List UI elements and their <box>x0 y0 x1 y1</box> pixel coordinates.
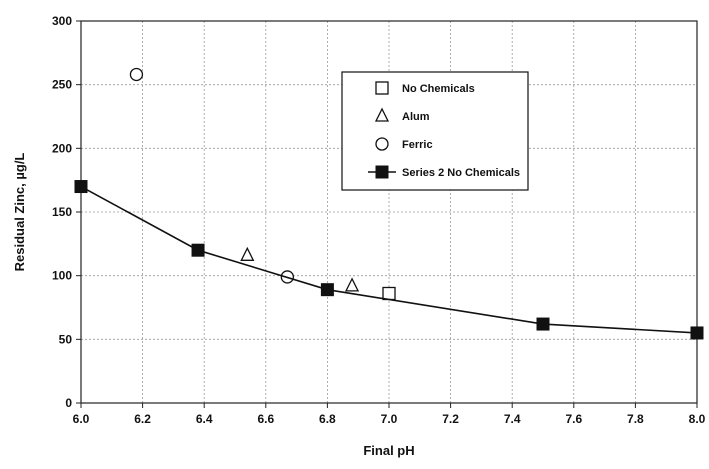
legend-marker <box>375 165 389 179</box>
legend-label: Ferric <box>402 139 433 151</box>
axes <box>76 20 698 408</box>
x-tick-label: 7.6 <box>565 412 582 426</box>
series-1 <box>240 246 360 292</box>
x-tick-label: 6.8 <box>319 412 336 426</box>
y-axis-title: Residual Zinc, µg/L <box>12 153 27 272</box>
data-point <box>344 277 360 292</box>
x-tick-label: 7.2 <box>442 412 459 426</box>
x-axis-title: Final pH <box>363 443 414 458</box>
y-tick-label: 100 <box>52 269 72 283</box>
y-tick-label: 300 <box>52 14 72 28</box>
x-tick-label: 7.4 <box>504 412 521 426</box>
data-point <box>129 67 144 82</box>
x-tick-label: 6.4 <box>196 412 213 426</box>
x-tick-label: 7.0 <box>381 412 398 426</box>
data-point <box>690 326 704 340</box>
y-tick-label: 250 <box>52 78 72 92</box>
y-tick-label: 150 <box>52 205 72 219</box>
x-tick-label: 6.0 <box>73 412 90 426</box>
legend-label: Series 2 No Chemicals <box>402 167 520 179</box>
y-tick-label: 50 <box>59 332 73 346</box>
legend-marker <box>374 107 390 122</box>
tick-labels: 6.0 6.2 6.4 6.6 6.8 7.0 7.2 7.4 7.6 7.8 8.0 0 50 100 1… <box>52 14 706 426</box>
axis-titles: Final pH Residual Zinc, µg/L <box>12 153 415 458</box>
legend-label: No Chemicals <box>402 83 475 95</box>
y-tick-label: 0 <box>65 396 72 410</box>
series-0 <box>382 286 396 301</box>
series-layer <box>74 67 704 340</box>
y-tick-label: 200 <box>52 141 72 155</box>
legend: No Chemicals Alum Ferric Series 2 No Chemic… <box>341 71 529 191</box>
x-tick-label: 6.6 <box>257 412 274 426</box>
data-point <box>191 243 205 257</box>
data-point <box>74 180 88 194</box>
legend-marker <box>375 81 389 95</box>
data-point <box>382 286 396 301</box>
data-point <box>320 283 334 297</box>
legend-marker <box>375 137 389 151</box>
x-tick-label: 8.0 <box>689 412 706 426</box>
legend-label: Alum <box>402 111 430 123</box>
x-tick-label: 7.8 <box>627 412 644 426</box>
legend-box <box>341 71 529 191</box>
data-point <box>240 246 255 261</box>
x-tick-label: 6.2 <box>134 412 151 426</box>
data-point <box>536 317 550 331</box>
series-3 <box>74 180 704 340</box>
